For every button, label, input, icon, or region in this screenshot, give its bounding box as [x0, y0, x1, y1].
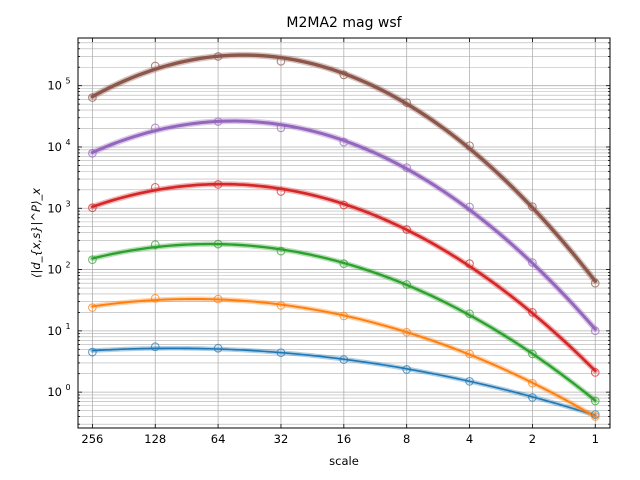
data-point-series-2	[528, 378, 537, 388]
data-point-series-3	[150, 240, 160, 249]
x-tick-label: 32	[274, 432, 289, 446]
chart-title: M2MA2 mag wsf	[286, 15, 402, 31]
data-point-series-2	[213, 294, 223, 304]
y-tick-label: 10	[47, 79, 62, 93]
data-point-series-5	[339, 137, 349, 147]
data-point-series-4	[213, 180, 223, 189]
y-axis-label: ⟨|d_{x,s}|^P⟩_x	[29, 188, 43, 278]
data-point-series-5	[150, 123, 160, 133]
data-point-series-4	[150, 182, 160, 192]
data-point-series-2	[590, 412, 600, 421]
data-point-series-4	[402, 225, 412, 234]
data-point-series-5	[88, 148, 97, 158]
data-point-series-2	[88, 303, 97, 312]
data-point-series-3	[276, 246, 286, 256]
x-tick-label: 4	[466, 432, 473, 446]
y-tick-label: 10	[47, 201, 62, 215]
data-point-series-3	[213, 239, 223, 249]
series-line-1	[91, 347, 597, 417]
data-point-series-2	[465, 349, 474, 359]
x-axis-label: scale	[329, 454, 359, 468]
data-point-series-3	[528, 349, 537, 359]
data-point-series-4	[276, 187, 286, 196]
data-point-series-6	[590, 278, 600, 288]
y-tick-label-exponent: 1	[65, 322, 70, 331]
x-tick-label: 128	[144, 432, 166, 446]
y-tick-label: 10	[47, 385, 62, 399]
data-point-series-3	[88, 255, 97, 265]
data-point-series-1	[276, 348, 286, 358]
data-point-series-1	[150, 342, 160, 352]
y-tick-label-exponent: 0	[65, 383, 70, 392]
y-tick-label-exponent: 5	[65, 77, 70, 86]
series-lines	[89, 51, 599, 420]
data-point-series-6	[213, 52, 223, 61]
x-tick-label: 64	[211, 432, 226, 446]
data-point-series-5	[465, 202, 474, 212]
data-point-series-6	[276, 56, 286, 66]
data-point-series-3	[339, 259, 349, 268]
x-tick-label: 1	[592, 432, 599, 446]
y-tick-label-exponent: 4	[65, 138, 70, 147]
y-tick-label: 10	[47, 140, 62, 154]
data-point-series-2	[276, 301, 286, 310]
data-point-series-1	[213, 343, 223, 353]
x-tick-label: 16	[337, 432, 352, 446]
x-tick-label: 256	[81, 432, 103, 446]
data-point-series-6	[339, 70, 349, 80]
data-point-series-1	[528, 393, 537, 402]
data-point-series-5	[213, 117, 223, 126]
data-point-series-6	[150, 61, 160, 71]
series-line-3	[91, 242, 597, 402]
y-tick-label-exponent: 3	[65, 199, 70, 208]
y-axis-label-text: ⟨|d_{x,s}|^P⟩_x	[29, 188, 43, 278]
data-point-series-1	[402, 365, 412, 374]
y-tick-label: 10	[47, 263, 62, 277]
data-point-series-6	[465, 141, 474, 151]
data-markers	[88, 52, 600, 421]
data-point-series-4	[88, 203, 97, 213]
series-line-2	[91, 298, 597, 418]
series-line-4	[91, 182, 597, 373]
data-point-series-2	[339, 311, 349, 321]
data-point-series-4	[528, 308, 537, 317]
data-point-series-1	[88, 347, 97, 357]
x-tick-label: 2	[529, 432, 536, 446]
data-point-series-4	[465, 259, 474, 268]
data-point-series-5	[402, 163, 412, 172]
y-tick-label: 10	[47, 324, 62, 338]
data-point-series-4	[339, 200, 349, 210]
data-point-series-2	[150, 293, 160, 303]
data-point-series-1	[465, 377, 474, 386]
data-point-series-4	[590, 368, 600, 377]
data-point-series-5	[276, 123, 286, 133]
data-point-series-6	[88, 93, 97, 102]
data-point-series-3	[590, 396, 600, 406]
data-point-series-2	[402, 327, 412, 337]
data-point-series-6	[402, 98, 412, 107]
data-point-series-3	[402, 280, 412, 289]
data-point-series-5	[528, 258, 537, 267]
x-tick-label: 8	[403, 432, 410, 446]
series-line-6	[90, 53, 597, 283]
data-point-series-6	[528, 202, 537, 212]
data-point-series-1	[339, 355, 349, 364]
data-point-series-5	[590, 326, 600, 336]
series-line-5	[90, 119, 597, 331]
data-point-series-3	[465, 309, 474, 319]
y-tick-label-exponent: 2	[65, 261, 70, 270]
